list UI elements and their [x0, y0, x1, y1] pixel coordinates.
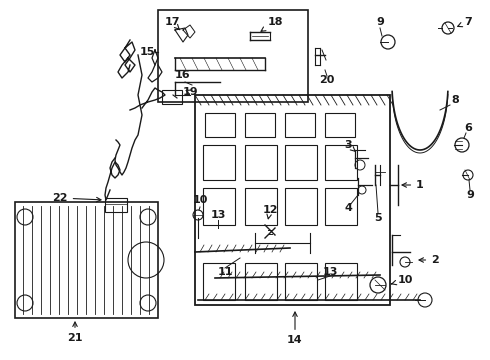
Text: 1: 1: [402, 180, 424, 190]
Text: 11: 11: [217, 267, 233, 277]
Bar: [245, 263, 277, 300]
Bar: [285, 263, 317, 300]
Text: 13: 13: [210, 210, 226, 220]
Bar: [285, 188, 317, 225]
Text: 16: 16: [174, 70, 190, 80]
Text: 2: 2: [419, 255, 439, 265]
Text: 13: 13: [322, 267, 338, 277]
Text: 10: 10: [192, 195, 208, 205]
Bar: [203, 145, 235, 180]
Bar: [325, 113, 355, 137]
Bar: [158, 10, 308, 102]
Bar: [162, 90, 182, 104]
Bar: [285, 113, 315, 137]
Bar: [285, 145, 317, 180]
Text: 20: 20: [319, 75, 335, 85]
Text: 5: 5: [374, 213, 382, 223]
Bar: [245, 113, 275, 137]
Text: 6: 6: [464, 123, 472, 133]
Bar: [203, 188, 235, 225]
Text: 9: 9: [376, 17, 384, 27]
Text: 4: 4: [344, 203, 352, 213]
Text: 12: 12: [262, 205, 278, 219]
Text: 17: 17: [164, 17, 180, 30]
Text: 19: 19: [182, 87, 198, 97]
Bar: [325, 145, 357, 180]
Bar: [325, 263, 357, 300]
Text: 8: 8: [451, 95, 459, 105]
Text: 21: 21: [67, 322, 83, 343]
Text: 7: 7: [458, 17, 472, 27]
Text: 3: 3: [344, 140, 355, 151]
Text: 22: 22: [52, 193, 101, 203]
Bar: [245, 145, 277, 180]
Bar: [205, 113, 235, 137]
Bar: [15, 202, 158, 318]
Text: 15: 15: [139, 47, 155, 57]
Text: 18: 18: [261, 17, 283, 31]
Bar: [325, 188, 357, 225]
Text: 9: 9: [466, 190, 474, 200]
Text: 10: 10: [392, 275, 413, 285]
Bar: [105, 198, 127, 212]
Text: 14: 14: [287, 312, 303, 345]
Bar: [203, 263, 235, 300]
Bar: [245, 188, 277, 225]
